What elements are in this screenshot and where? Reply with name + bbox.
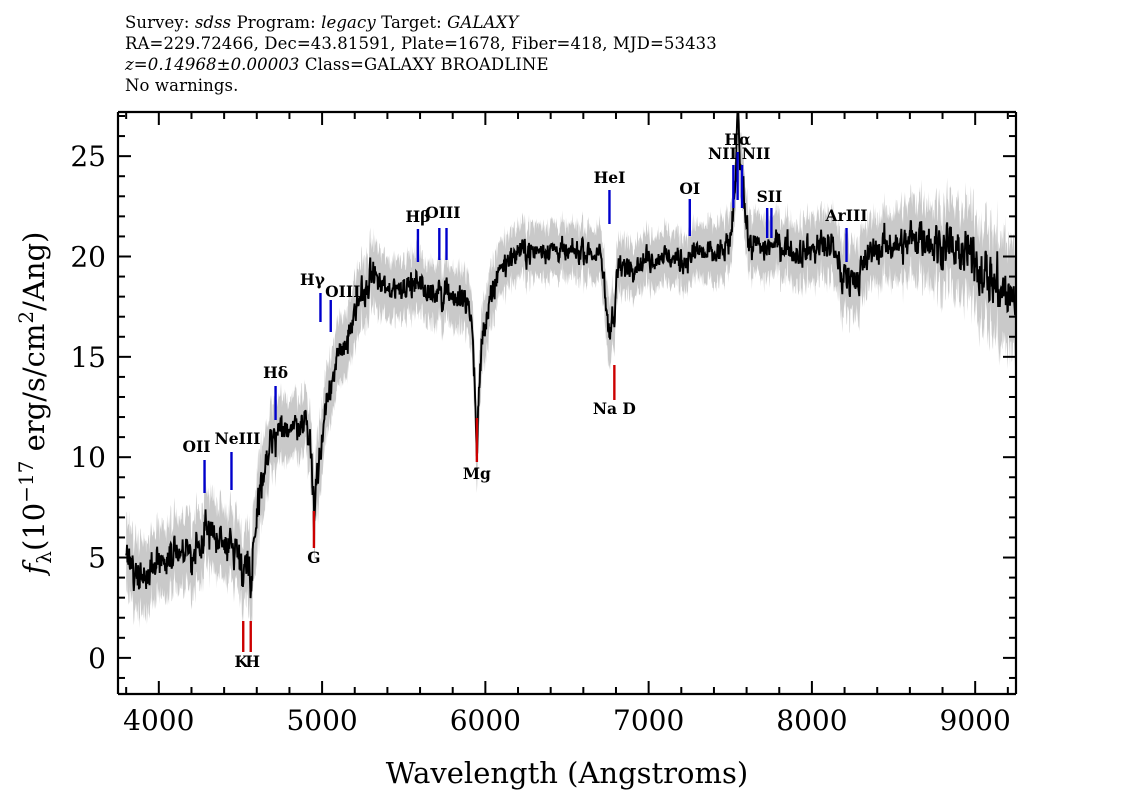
spectral-line-Hα: Hα [724, 130, 751, 200]
plot-axes: 4000 5000 6000 7000 8000 9000 0 5 10 15 20 25 [70, 110, 1018, 737]
spectral-line-OII: OII [183, 437, 211, 493]
x-tick-label: 5000 [286, 704, 357, 737]
line-label: H [245, 652, 260, 671]
spectral-line-NII: NII [708, 144, 737, 208]
redshift-text: z=0.14968±0.00003 [125, 55, 300, 74]
x-axis-title: Wavelength (Angstroms) [386, 756, 748, 790]
metadata-line-redshift: z=0.14968±0.00003 Class=GALAXY BROADLINE [125, 54, 717, 75]
metadata-line-warnings: No warnings. [125, 76, 239, 95]
y-axis-subscript: λ [32, 551, 56, 564]
y-axis-unit-exponent: 2 [14, 311, 38, 324]
line-label: Hδ [263, 363, 288, 382]
y-axis-units: erg/s/cm [17, 324, 51, 461]
spectral-line-NeIII: NeIII [215, 429, 261, 490]
spectral-line-Hβ: Hβ [405, 207, 430, 262]
y-axis-title: fλ(10−17 erg/s/cm2/Ang) [14, 232, 56, 577]
line-label: OIII [325, 282, 360, 301]
program-value: legacy [321, 13, 376, 32]
line-label: OI [679, 179, 700, 198]
spectral-line-Hγ: Hγ [300, 270, 326, 322]
spectral-line-SII: SII [757, 187, 783, 238]
metadata-line-coordinates: RA=229.72466, Dec=43.81591, Plate=1678, … [125, 34, 717, 53]
line-label: NeIII [215, 429, 261, 448]
spectral-line-H: H [245, 621, 260, 671]
target-label: Target: [381, 13, 442, 32]
spectral-line-Hδ: Hδ [263, 363, 288, 420]
spectral-line-Na-D: Na D [593, 365, 636, 418]
spectral-line-HeI: HeI [594, 168, 626, 224]
y-axis-exponent: −17 [14, 461, 38, 503]
line-label: ArIII [825, 206, 868, 225]
y-tick-label: 15 [70, 341, 106, 374]
line-label: G [307, 548, 320, 567]
svg-text:fλ(10−17 erg/s/cm2/Ang): fλ(10−17 erg/s/cm2/Ang) [14, 232, 56, 577]
y-tick-label: 25 [70, 140, 106, 173]
y-axis-suffix: /Ang) [17, 232, 51, 311]
spectral-line-OIII: OIII [325, 282, 360, 332]
line-label: OIII [425, 203, 460, 222]
flux-curve [125, 111, 1017, 599]
spectrum-metadata-header: Survey: sdss Program: legacy Target: GAL… [125, 12, 717, 96]
line-label: K [234, 652, 248, 671]
spectral-line-Mg: Mg [463, 418, 491, 483]
spectral-line-ArIII: ArIII [825, 206, 868, 262]
survey-value: sdss [194, 13, 232, 32]
y-axis-prefix: (10 [17, 503, 51, 551]
spectral-line-OIII: OIII [425, 203, 461, 260]
x-tick-label: 9000 [940, 704, 1011, 737]
spectral-line-G: G [307, 511, 321, 567]
metadata-line-survey: Survey: sdss Program: legacy Target: GAL… [125, 12, 717, 33]
line-label: NII [708, 144, 737, 163]
flux-error-band [126, 112, 1016, 640]
spectral-line-OI: OI [679, 179, 700, 236]
y-tick-label: 5 [88, 542, 106, 575]
class-text: Class=GALAXY BROADLINE [304, 55, 549, 74]
line-label: Mg [463, 464, 491, 483]
line-label: Hα [724, 130, 751, 149]
spectral-line-NII: NII [740, 144, 771, 208]
y-tick-label: 10 [70, 441, 106, 474]
line-label: NII [742, 144, 771, 163]
spectral-line-K: K [234, 621, 248, 671]
x-tick-label: 8000 [776, 704, 847, 737]
x-tick-label: 7000 [613, 704, 684, 737]
target-value: GALAXY [447, 13, 519, 32]
y-tick-label: 20 [70, 240, 106, 273]
line-label: Hγ [300, 270, 326, 289]
program-label: Program: [236, 13, 316, 32]
line-label: Na D [593, 399, 636, 418]
y-tick-label: 0 [88, 642, 106, 675]
line-label: OII [183, 437, 211, 456]
x-tick-label: 4000 [123, 704, 194, 737]
x-tick-label: 6000 [450, 704, 521, 737]
line-label: Hβ [405, 207, 430, 226]
survey-label: Survey: [125, 13, 190, 32]
line-label: HeI [594, 168, 626, 187]
line-label: SII [757, 187, 783, 206]
